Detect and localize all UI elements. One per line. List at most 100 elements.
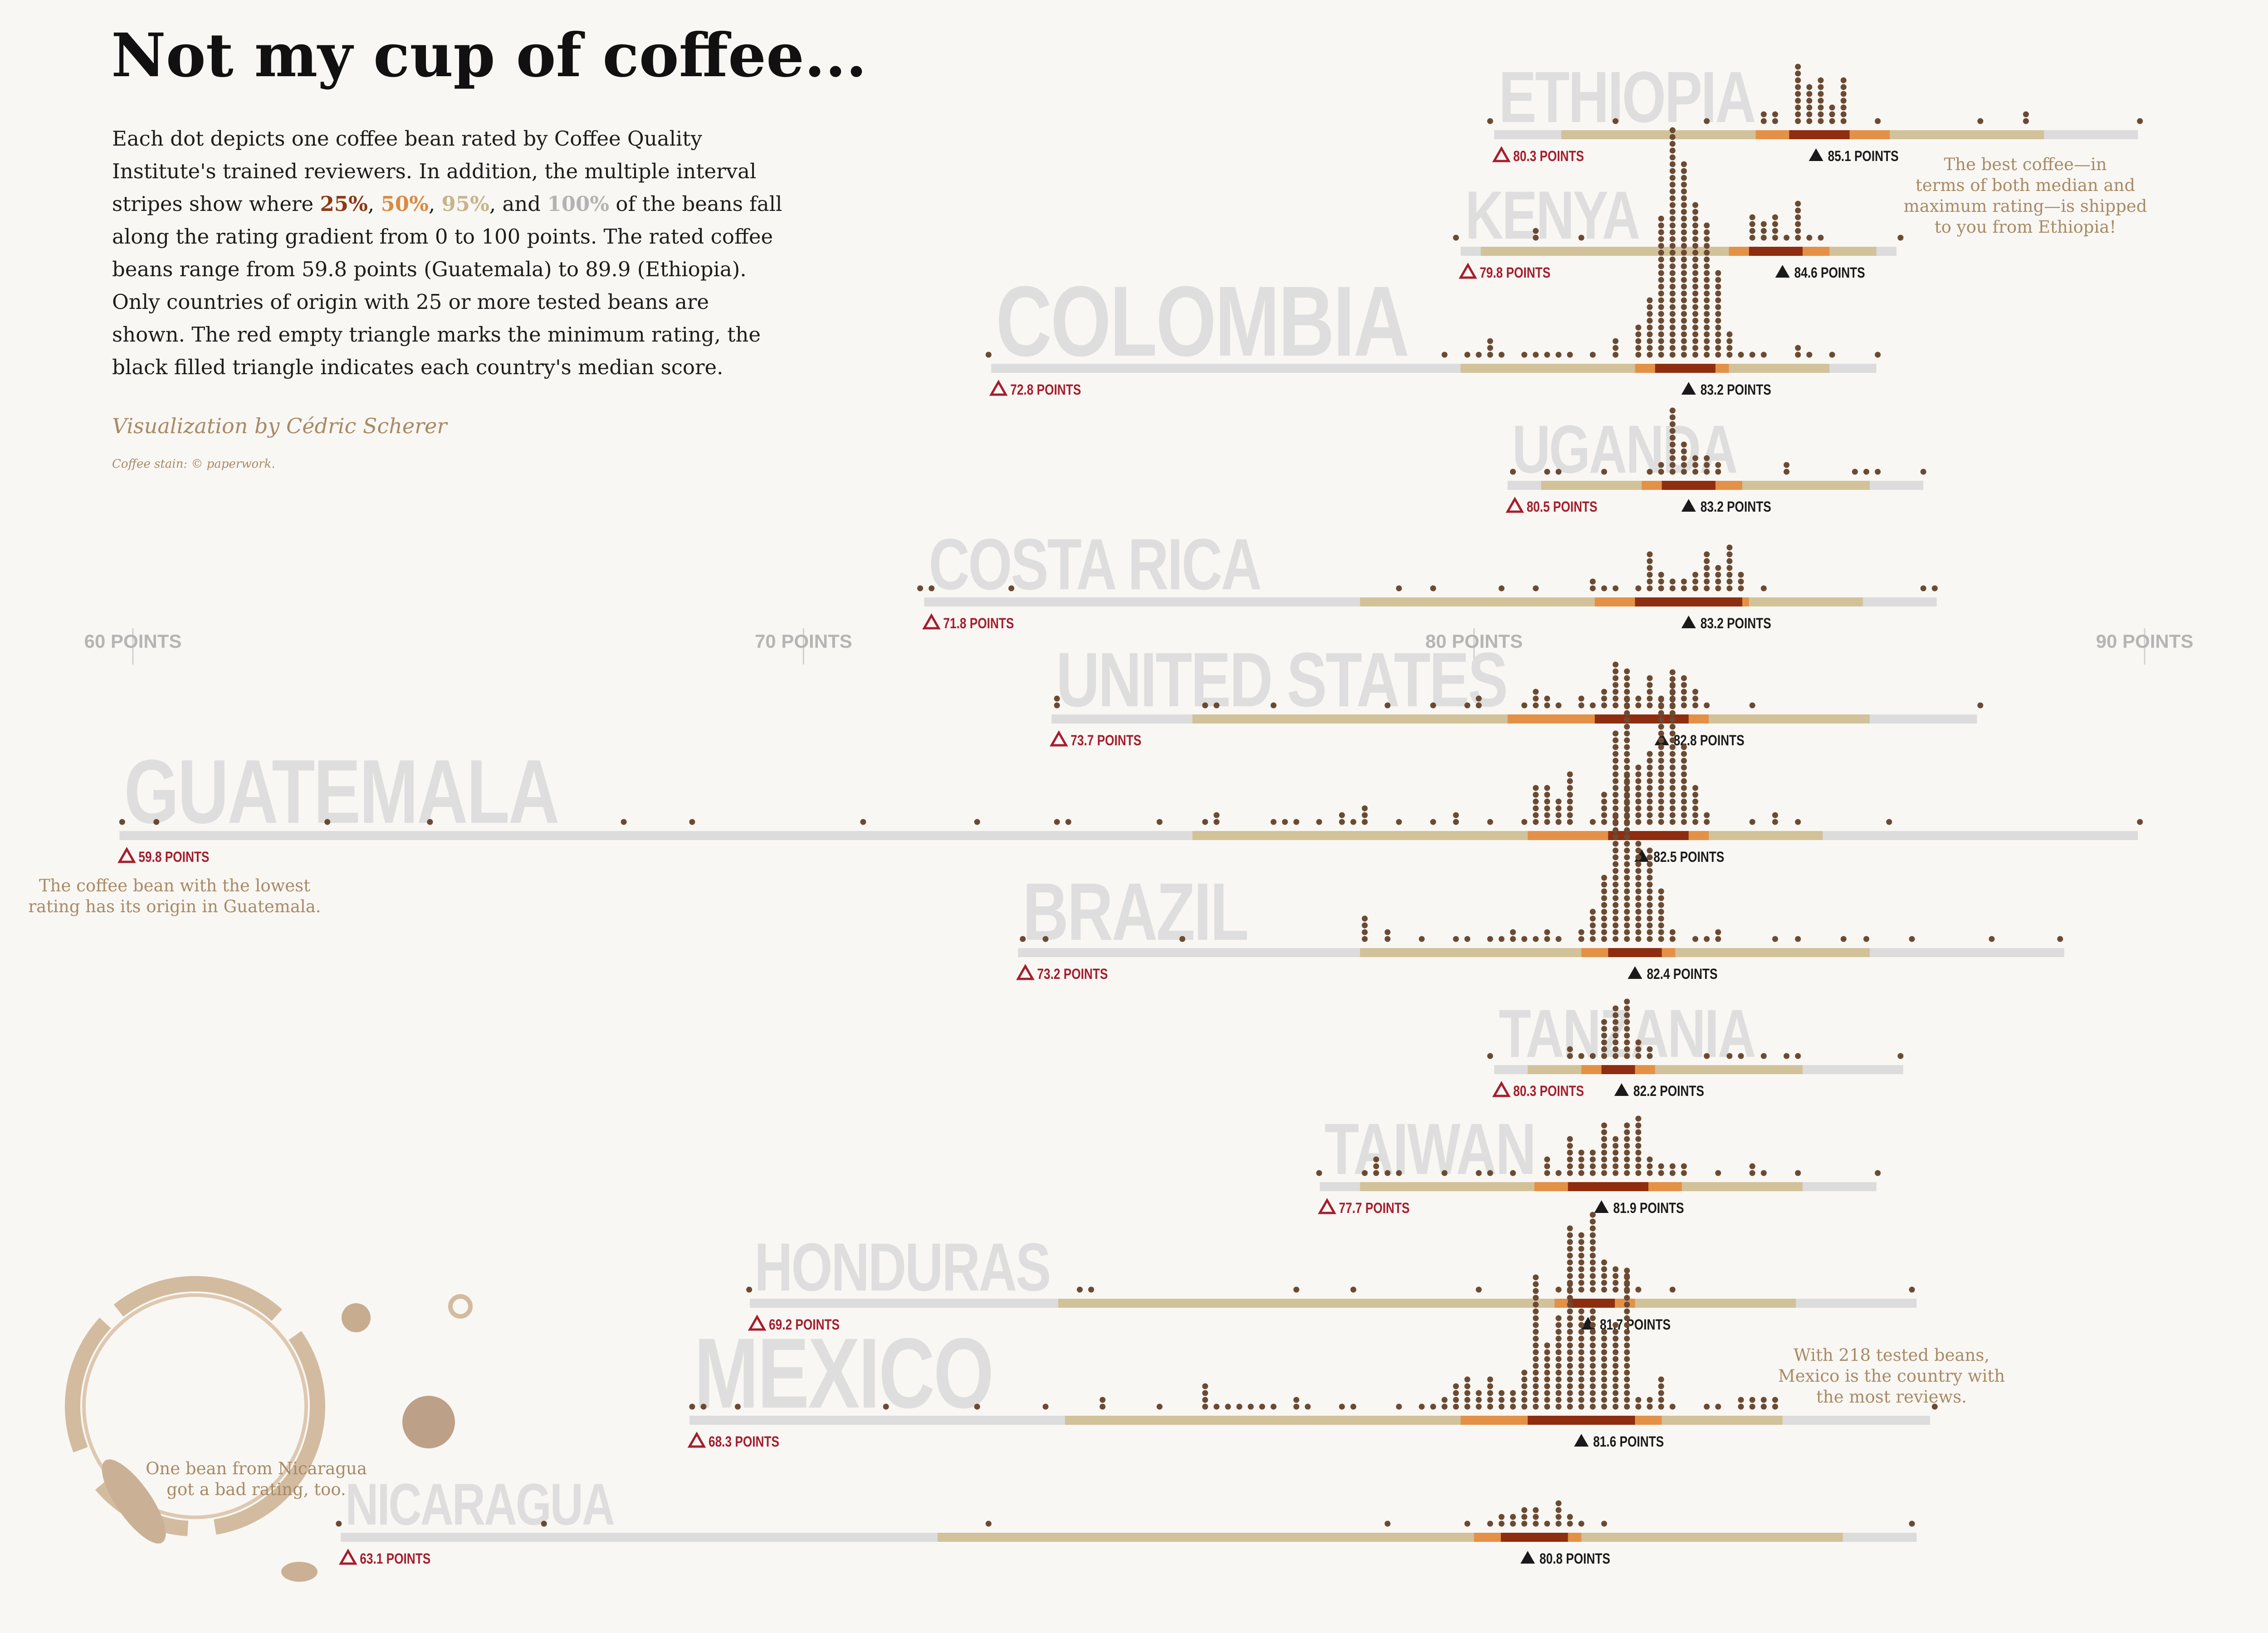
interval-25 [1789, 130, 1850, 139]
country-label: BRAZIL [1022, 866, 1247, 958]
bean-dot [1806, 235, 1813, 241]
bean-dot [1647, 868, 1653, 874]
bean-dot [1772, 1397, 1778, 1403]
bean-dot [1647, 1053, 1653, 1059]
bean-dot [1692, 229, 1699, 235]
bean-dot [1669, 161, 1676, 167]
bean-dot [1533, 936, 1539, 942]
bean-dot [1681, 270, 1687, 276]
bean-dot [1613, 1163, 1619, 1169]
bean-dot [1624, 675, 1630, 681]
bean-dot [1658, 222, 1664, 229]
bean-dot [1624, 1026, 1630, 1032]
bean-dot [1647, 1170, 1653, 1176]
bean-dot [1601, 812, 1607, 818]
bean-dot [1601, 689, 1607, 695]
bean-dot [1669, 414, 1676, 420]
bean-dot [1578, 1329, 1584, 1335]
bean-dot [1476, 1286, 1482, 1293]
bean-dot [1533, 1274, 1539, 1281]
bean-dot [1715, 318, 1721, 324]
bean-dot [1669, 338, 1676, 344]
bean-dot [1544, 469, 1550, 475]
bean-dot [1795, 352, 1801, 358]
bean-dot [1624, 682, 1630, 688]
bean-dot [1613, 1397, 1619, 1403]
bean-dot [1681, 304, 1687, 310]
bean-dot [1601, 1329, 1607, 1335]
bean-dot [1578, 1170, 1584, 1176]
bean-dot [1772, 812, 1778, 818]
annotation-line: got a bad rating, too. [166, 1480, 346, 1499]
bean-dot [1624, 1356, 1630, 1362]
min-label: 80.3 POINTS [1513, 149, 1584, 165]
bean-dot [1635, 764, 1642, 771]
bean-dot [1555, 798, 1562, 805]
bean-dot [1362, 1170, 1368, 1176]
bean-dot [1647, 854, 1653, 861]
bean-dot [1658, 771, 1664, 777]
bean-dot [1613, 1390, 1619, 1396]
bean-dot [974, 1403, 980, 1410]
bean-dot [1658, 243, 1664, 249]
bean-dot [1521, 1397, 1528, 1403]
bean-dot [1726, 331, 1733, 337]
bean-dot [1613, 875, 1619, 881]
bean-dot [1669, 1403, 1676, 1410]
bean-dot [1567, 1301, 1573, 1308]
bean-dot [1613, 895, 1619, 901]
bean-dot [1533, 805, 1539, 812]
bean-dot [1658, 710, 1664, 716]
bean-dot [1510, 1390, 1516, 1396]
bean-dot [1624, 1308, 1630, 1315]
bean-dot [1555, 1500, 1562, 1506]
bean-dot [1613, 1403, 1619, 1410]
bean-dot [1624, 710, 1630, 716]
interval-25 [1662, 481, 1716, 490]
bean-dot [1886, 819, 1892, 825]
bean-dot [1704, 311, 1710, 317]
bean-dot [336, 1521, 342, 1527]
bean-dot [1589, 1170, 1596, 1176]
bean-dot [1669, 578, 1676, 585]
bean-dot [1567, 1376, 1573, 1383]
bean-dot [1624, 1274, 1630, 1281]
bean-dot [1521, 1369, 1528, 1376]
bean-dot [1567, 1356, 1573, 1362]
bean-dot [1567, 1136, 1573, 1142]
interval-25 [1501, 1533, 1568, 1542]
bean-dot [1669, 209, 1676, 215]
bean-dot [1681, 812, 1687, 818]
bean-dot [1749, 214, 1755, 220]
bean-dot [1658, 744, 1664, 750]
bean-dot [1863, 936, 1869, 942]
bean-dot [1818, 77, 1824, 83]
bean-dot [1669, 263, 1676, 269]
bean-dot [1521, 1376, 1528, 1383]
bean-dot [1487, 352, 1493, 358]
bean-dot [1271, 1403, 1277, 1410]
bean-dot [1544, 1403, 1550, 1410]
bean-dot [1384, 1170, 1391, 1176]
bean-dot [1738, 1397, 1744, 1403]
bean-dot [1533, 585, 1539, 592]
bean-dot [1726, 572, 1733, 578]
min-marker-icon [117, 846, 136, 863]
bean-dot [974, 819, 980, 825]
country-label: UGANDA [1512, 411, 1737, 487]
bean-dot [1578, 1259, 1584, 1266]
bean-dot [1373, 1170, 1379, 1176]
country-row-mexico: MEXICO 68.3 POINTS 81.6 POINTS [687, 1267, 1938, 1450]
bean-dot [1533, 1514, 1539, 1520]
bean-dot [1613, 1053, 1619, 1059]
bean-dot [1624, 1136, 1630, 1142]
bean-dot [1362, 915, 1368, 922]
bean-dot [1692, 578, 1699, 585]
bean-dot [1247, 1403, 1254, 1410]
bean-dot [1601, 1403, 1607, 1410]
bean-dot [1681, 311, 1687, 317]
bean-dot [1589, 1232, 1596, 1238]
bean-dot [1613, 902, 1619, 908]
bean-dot [1749, 228, 1755, 234]
bean-dot [1453, 1383, 1459, 1389]
